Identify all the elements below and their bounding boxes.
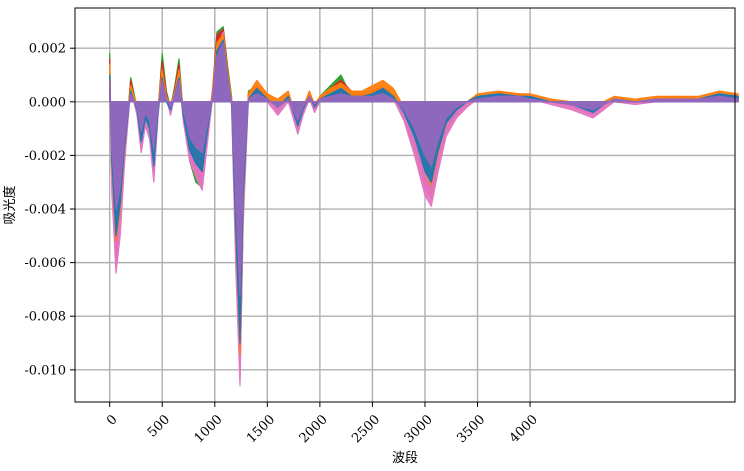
y-tick-label: 0.002 <box>29 42 66 57</box>
y-tick-label: -0.010 <box>24 363 66 378</box>
y-tick-label: 0.000 <box>29 95 66 110</box>
series-area-1 <box>109 28 739 379</box>
x-tick-label: 1500 <box>244 412 278 446</box>
plot-frame <box>74 7 736 403</box>
series-area-0 <box>109 26 739 371</box>
y-axis-label: 吸光度 <box>2 185 18 224</box>
x-tick-label: 3000 <box>402 412 436 446</box>
grid-layer <box>75 8 735 402</box>
x-tick-label: 500 <box>145 412 173 440</box>
y-tick-label: -0.006 <box>24 256 66 271</box>
x-axis-label: 波段 <box>392 451 418 466</box>
y-tick-label: -0.008 <box>24 310 66 325</box>
x-tick-label: 1000 <box>192 412 226 446</box>
x-tick-label: 2500 <box>349 412 383 446</box>
series-area-3 <box>109 34 739 355</box>
x-tick-label: 4000 <box>507 412 541 446</box>
x-tick-label: 3500 <box>454 412 488 446</box>
series-layer <box>109 26 739 387</box>
y-tick-label: -0.002 <box>24 149 66 164</box>
series-area-5 <box>109 42 739 296</box>
x-tick-label: 2000 <box>297 412 331 446</box>
x-tick-label: 0 <box>104 412 120 428</box>
y-tick-label: -0.004 <box>24 203 66 218</box>
